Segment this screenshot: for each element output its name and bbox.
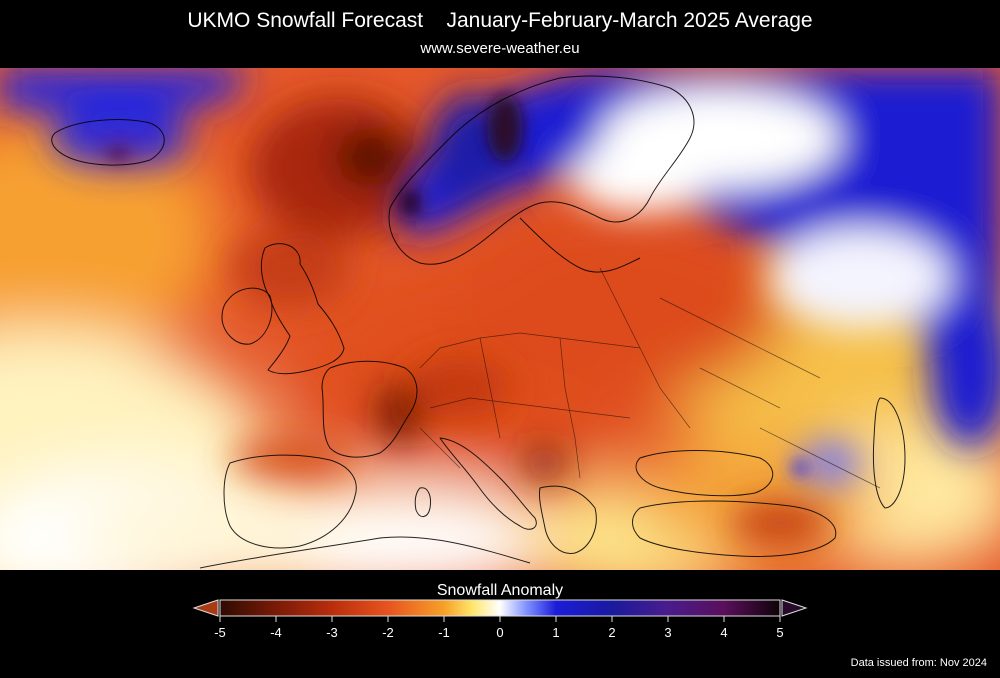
colorbar-tick-label: 2: [608, 625, 615, 640]
title-bar: UKMO Snowfall Forecast January-February-…: [0, 0, 1000, 68]
anomaly-field-positive: [0, 68, 1000, 483]
colorbar-ticks: -5 -4 -3 -2 -1 0 1 2 3 4 5: [214, 616, 784, 640]
colorbar: -5 -4 -3 -2 -1 0 1 2 3 4 5: [192, 599, 808, 640]
colorbar-tick-label: 4: [720, 625, 727, 640]
coastlines: [51, 75, 906, 569]
anomaly-field-peak: [106, 94, 808, 476]
colorbar-max-arrow: [781, 599, 808, 617]
colorbar-tick-label: -5: [214, 625, 226, 640]
forecast-period: January-February-March 2025 Average: [446, 9, 813, 32]
legend-title: Snowfall Anomaly: [436, 582, 564, 599]
colorbar-tick-label: -1: [438, 625, 450, 640]
map-title: UKMO Snowfall Forecast January-February-…: [0, 9, 1000, 33]
colorbar-tick-label: 5: [776, 625, 783, 640]
anomaly-field-negative: [230, 98, 830, 545]
colorbar-tick-label: 1: [552, 625, 559, 640]
legend-panel: Snowfall Anomaly -5 -4 -3 -2 -1 0 1 2 3 4 5: [0, 570, 1000, 678]
forecast-model-title: UKMO Snowfall Forecast: [187, 9, 424, 32]
colorbar-tick-label: -3: [326, 625, 338, 640]
colorbar-tick-label: -4: [270, 625, 282, 640]
colorbar-tick-label: -2: [382, 625, 394, 640]
colorbar-min-arrow: [192, 599, 219, 617]
website-credit: www.severe-weather.eu: [420, 40, 580, 57]
snowfall-anomaly-map[interactable]: [0, 68, 1000, 570]
data-issued-note: Data issued from: Nov 2024: [850, 657, 987, 669]
colorbar-gradient: [219, 599, 781, 617]
map-canvas: [0, 68, 1000, 570]
colorbar-tick-label: 0: [496, 625, 503, 640]
colorbar-tick-label: 3: [664, 625, 671, 640]
country-borders: [419, 267, 881, 489]
